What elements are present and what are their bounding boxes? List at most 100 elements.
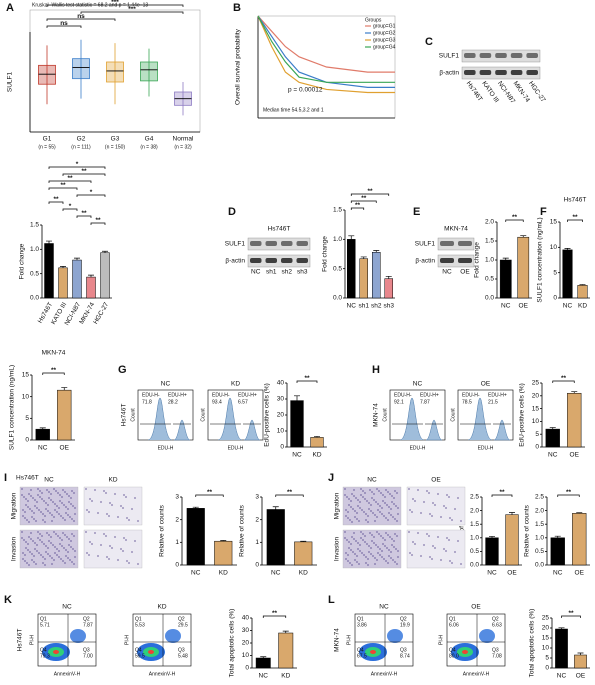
y-tick-label: 25 [532, 380, 540, 387]
blot-band [250, 241, 262, 246]
stained-cell [51, 563, 53, 565]
stained-cell [69, 559, 71, 561]
stained-cell [359, 550, 361, 552]
survival-line [257, 15, 395, 94]
stained-cell [31, 510, 33, 512]
y-axis-label: SULF1 concentration (ng/mL) [537, 217, 544, 302]
stained-cell [408, 531, 410, 533]
quadrant-percent: 67.5 [357, 653, 367, 659]
quadrant-label: Q2 [83, 616, 90, 622]
stained-cell [369, 489, 371, 491]
density [387, 629, 403, 643]
y-tick-label: 2 [255, 516, 259, 523]
bar [278, 632, 294, 669]
quadrant-percent: 6.06 [449, 622, 459, 628]
quadrant-label: Q3 [178, 647, 185, 653]
microscopy-image [342, 529, 402, 569]
stained-cell [382, 494, 384, 496]
stained-cell [432, 502, 434, 504]
bar [35, 428, 50, 441]
error-bar [88, 274, 94, 278]
stained-cell [431, 515, 433, 517]
x-tick-label: NC [487, 570, 497, 577]
error-bar [282, 630, 289, 633]
stained-cell [373, 499, 375, 501]
stained-cell [388, 512, 390, 514]
stained-cell [432, 545, 434, 547]
significance-bracket [48, 180, 92, 183]
y-tick-label: 5 [535, 431, 539, 438]
y-tick-label: 1.0 [485, 257, 494, 264]
error-bar [348, 235, 355, 240]
stained-cell [395, 548, 397, 550]
stained-cell [29, 508, 31, 510]
stained-cell [360, 494, 362, 496]
blot-band [281, 241, 293, 246]
stained-cell [374, 520, 376, 522]
y-tick-label: 0 [545, 665, 549, 672]
stained-cell [74, 556, 76, 558]
significance-label: ** [81, 168, 87, 175]
stained-cell [344, 488, 346, 490]
blot-band [440, 241, 454, 246]
significance-bracket [48, 201, 64, 204]
x-tick-label: NC [563, 303, 573, 310]
stained-cell [362, 490, 364, 492]
stained-cell [33, 518, 35, 520]
column-label: NC [44, 477, 54, 484]
survival-line [257, 15, 395, 89]
y-tick-label: 1.5 [30, 222, 39, 229]
x-tick-label: OE [570, 452, 580, 459]
stained-cell [392, 559, 394, 561]
y-tick-label: 0.5 [30, 270, 39, 277]
stained-cell [358, 520, 360, 522]
stained-cell [28, 536, 30, 538]
y-tick-label: 15 [550, 219, 558, 226]
quadrant-label: Q1 [357, 616, 364, 622]
y-tick-label: 40 [277, 380, 285, 387]
cell-label: MKN-74 [334, 628, 341, 652]
microscopy-image [342, 486, 402, 526]
stained-cell [56, 548, 58, 550]
stained-cell [54, 503, 56, 505]
y-axis-label: Count [450, 408, 456, 422]
y-axis-label: Count [382, 408, 388, 422]
y-tick-label: 1.5 [485, 238, 494, 245]
quadrant-percent: 59.5 [135, 653, 145, 659]
stained-cell [94, 489, 96, 491]
stained-cell [41, 535, 43, 537]
stained-cell [44, 521, 46, 523]
stained-cell [437, 536, 439, 538]
bar [100, 252, 110, 299]
stained-cell [27, 500, 29, 502]
box [72, 58, 90, 80]
cell-label: MKN-74 [373, 403, 380, 427]
stained-cell [371, 540, 373, 542]
blot-band [495, 53, 507, 58]
significance-bracket [296, 380, 318, 383]
x-tick-label: sh3 [384, 303, 395, 310]
error-bar [489, 536, 495, 538]
stained-cell [73, 535, 75, 537]
blot-band [296, 258, 308, 263]
stained-cell [420, 555, 422, 557]
stained-cell [409, 552, 411, 554]
stained-cell [350, 500, 352, 502]
stained-cell [68, 538, 70, 540]
significance-bracket [76, 194, 106, 197]
bar [347, 239, 356, 299]
y-tick-label: 0 [245, 665, 249, 672]
stained-cell [397, 556, 399, 558]
y-tick-label: 5 [545, 655, 549, 662]
stained-cell [360, 537, 362, 539]
stained-cell [379, 554, 381, 556]
stained-cell [414, 543, 416, 545]
stained-cell [356, 518, 358, 520]
panel-label: D [228, 206, 236, 218]
n-label: (n = 55) [38, 144, 56, 150]
stained-cell [64, 534, 66, 536]
stained-cell [380, 492, 382, 494]
stained-cell [460, 563, 462, 565]
x-tick-label: NC [347, 303, 357, 310]
stained-cell [97, 555, 99, 557]
